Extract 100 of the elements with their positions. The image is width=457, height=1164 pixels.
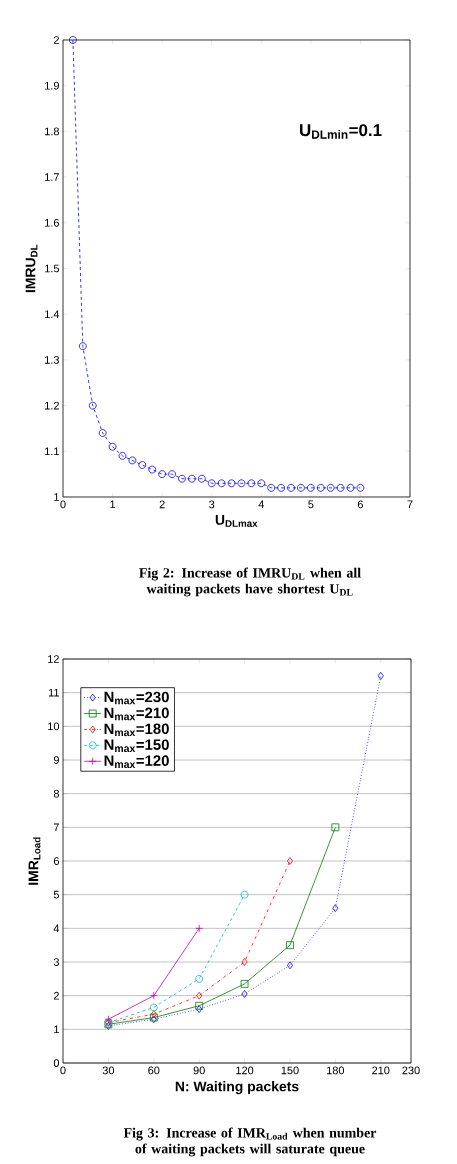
x-tick-label: 4 xyxy=(258,500,264,509)
x-tick-label: 210 xyxy=(372,1066,390,1075)
y-tick-label: 2 xyxy=(53,36,59,44)
point xyxy=(196,1005,203,1014)
x-tick-label: 6 xyxy=(357,500,363,509)
point xyxy=(240,979,249,988)
y-tick-label: 1.5 xyxy=(45,264,60,273)
point xyxy=(227,479,236,488)
x-axis-title: U$_{DLmax}$ xyxy=(215,515,258,527)
y-tick-label: 1.9 xyxy=(45,81,59,90)
x-axis-title: N: Waiting packets xyxy=(175,1081,299,1095)
point xyxy=(377,671,384,680)
point xyxy=(286,857,293,865)
point xyxy=(306,483,315,492)
point xyxy=(207,479,216,488)
y-tick-label: 1 xyxy=(54,493,59,501)
point xyxy=(118,451,127,460)
point xyxy=(98,429,107,437)
point xyxy=(257,479,266,488)
point xyxy=(316,483,325,492)
y-tick-label: 3 xyxy=(53,958,59,966)
point xyxy=(297,483,305,492)
point xyxy=(148,465,157,474)
x-tick-label: 3 xyxy=(209,500,215,509)
y-tick-label: 11 xyxy=(48,688,59,697)
point xyxy=(188,474,196,483)
point xyxy=(286,961,293,970)
annotation: U$_{DLmin}$=0.1 xyxy=(300,124,382,139)
x-tick-label: 0 xyxy=(60,500,66,509)
point xyxy=(149,1003,158,1012)
point xyxy=(237,479,246,488)
y-tick-label: 1.4 xyxy=(45,310,60,318)
y-tick-label: 2 xyxy=(53,991,59,1000)
y-tick-label: 1 xyxy=(54,1025,59,1034)
point xyxy=(277,483,285,492)
point xyxy=(195,974,204,983)
point xyxy=(286,941,294,950)
y-tick-label: 9 xyxy=(53,756,59,764)
point xyxy=(195,924,204,933)
point xyxy=(138,461,147,469)
point xyxy=(267,483,276,492)
y-tick-label: 1.7 xyxy=(45,173,59,181)
point xyxy=(241,958,248,966)
x-tick-label: 90 xyxy=(193,1066,205,1075)
legend-label: N$_{max}$=230 xyxy=(104,691,169,705)
legend-label: N$_{max}$=120 xyxy=(104,755,169,769)
y-tick-label: 0 xyxy=(53,1059,60,1067)
point xyxy=(196,991,203,1000)
point xyxy=(217,479,226,488)
x-tick-label: 5 xyxy=(308,500,314,509)
x-tick-label: 1 xyxy=(110,500,116,509)
point xyxy=(240,890,249,899)
x-tick-label: 7 xyxy=(407,500,413,509)
y-tick-label: 8 xyxy=(53,789,59,798)
point xyxy=(69,36,77,44)
x-tick-label: 230 xyxy=(402,1066,420,1075)
y-tick-label: 5 xyxy=(53,890,60,899)
x-tick-label: 150 xyxy=(281,1066,299,1075)
x-tick-label: 120 xyxy=(236,1066,254,1075)
point xyxy=(247,479,256,488)
point xyxy=(346,483,355,492)
y-axis-title: IMRU$_{DL}$ xyxy=(25,244,38,293)
point xyxy=(88,401,97,410)
point xyxy=(197,474,206,483)
x-tick-label: 30 xyxy=(102,1066,115,1075)
point xyxy=(158,470,167,479)
x-tick-label: 60 xyxy=(148,1066,160,1075)
caption: Fig 2: Increase of IMRU$_{DL}$ when all waiting packets have shortest U$_{DL}$ xyxy=(139,567,361,597)
y-tick-label: 12 xyxy=(48,655,59,663)
y-tick-label: 1.6 xyxy=(45,218,59,227)
point xyxy=(287,483,295,492)
point xyxy=(331,823,340,832)
x-tick-label: 180 xyxy=(327,1066,345,1075)
point xyxy=(128,456,137,465)
point xyxy=(241,990,248,998)
point xyxy=(336,483,345,492)
caption: Fig 3: Increase of IMR$_{Load}$ when number of waiting packets will saturate queue xyxy=(123,1127,377,1157)
y-axis-title: IMR$_{Load}$ xyxy=(28,837,41,885)
y-tick-label: 1.2 xyxy=(45,401,59,410)
y-tick-label: 1.1 xyxy=(45,447,59,456)
x-tick-label: 0 xyxy=(60,1066,66,1075)
point xyxy=(332,904,339,913)
point xyxy=(78,342,87,351)
legend-label: N$_{max}$=150 xyxy=(104,739,169,753)
point xyxy=(326,483,335,492)
point xyxy=(168,470,176,479)
x-tick-label: 2 xyxy=(159,500,165,509)
y-tick-label: 1.3 xyxy=(45,356,59,364)
point xyxy=(178,474,186,483)
y-tick-label: 1.8 xyxy=(45,127,59,136)
y-tick-label: 10 xyxy=(48,722,60,731)
y-tick-label: 7 xyxy=(53,823,59,832)
point xyxy=(108,442,117,451)
point xyxy=(356,483,365,492)
point xyxy=(149,991,158,1000)
legend-label: N$_{max}$=210 xyxy=(104,707,169,721)
y-tick-label: 4 xyxy=(53,924,60,933)
legend-label: N$_{max}$=180 xyxy=(104,723,169,737)
point xyxy=(195,1001,204,1010)
y-tick-label: 6 xyxy=(53,857,59,865)
